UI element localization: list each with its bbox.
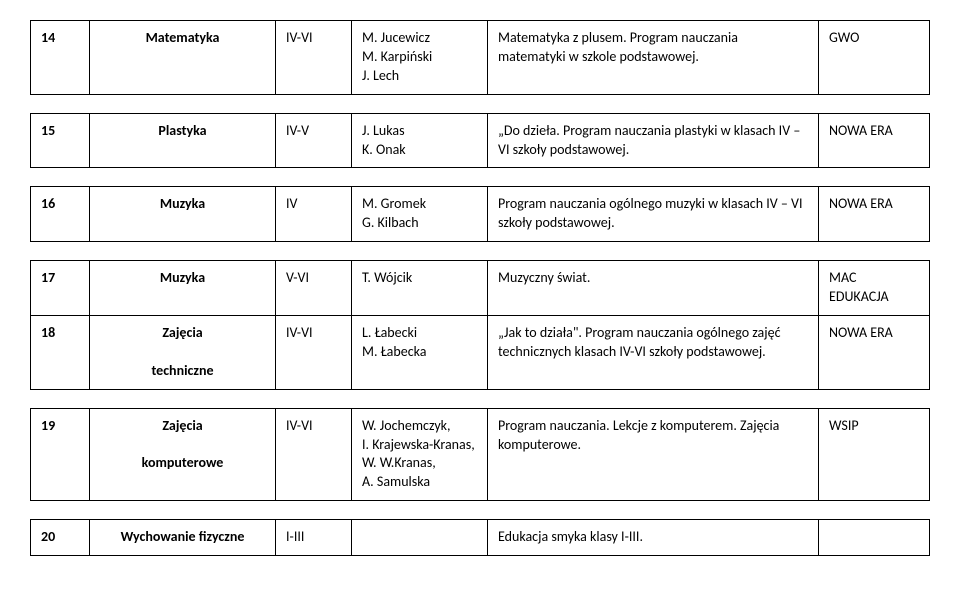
level-cell: IV-V [276, 113, 352, 168]
authors-cell: T. Wójcik [352, 261, 488, 316]
authors-cell: M. JucewiczM. KarpińskiJ. Lech [352, 21, 488, 95]
curriculum-table: 14MatematykaIV-VIM. JucewiczM. Karpiński… [30, 20, 930, 95]
publisher-cell [819, 520, 930, 556]
table-row: 17MuzykaV-VIT. WójcikMuzyczny świat.MAC … [31, 261, 930, 316]
table-row: 18ZajęciatechniczneIV-VIL. ŁabeckiM. Łab… [31, 316, 930, 390]
subject-cell: Zajęciatechniczne [90, 316, 276, 390]
description-cell: Muzyczny świat. [488, 261, 819, 316]
description-cell: „Do dzieła. Program nauczania plastyki w… [488, 113, 819, 168]
table-row: 19ZajęciakomputeroweIV-VIW. Jochemczyk,I… [31, 408, 930, 501]
authors-cell [352, 520, 488, 556]
table-row: 16MuzykaIVM. GromekG. KilbachProgram nau… [31, 187, 930, 242]
subject-cell: Plastyka [90, 113, 276, 168]
authors-cell: W. Jochemczyk,I. Krajewska-Kranas, W. W.… [352, 408, 488, 501]
authors-cell: M. GromekG. Kilbach [352, 187, 488, 242]
subject-cell: Matematyka [90, 21, 276, 95]
level-cell: IV-VI [276, 21, 352, 95]
curriculum-table: 19ZajęciakomputeroweIV-VIW. Jochemczyk,I… [30, 408, 930, 502]
publisher-cell: NOWA ERA [819, 316, 930, 390]
level-cell: IV [276, 187, 352, 242]
curriculum-table: 17MuzykaV-VIT. WójcikMuzyczny świat.MAC … [30, 260, 930, 389]
curriculum-table-container: 14MatematykaIV-VIM. JucewiczM. Karpiński… [30, 20, 930, 556]
authors-cell: J. LukasK. Onak [352, 113, 488, 168]
publisher-cell: NOWA ERA [819, 187, 930, 242]
publisher-cell: WSIP [819, 408, 930, 501]
description-cell: Program nauczania. Lekcje z komputerem. … [488, 408, 819, 501]
level-cell: IV-VI [276, 408, 352, 501]
publisher-cell: GWO [819, 21, 930, 95]
description-cell: Program nauczania ogólnego muzyki w klas… [488, 187, 819, 242]
publisher-cell: MAC EDUKACJA [819, 261, 930, 316]
description-cell: Matematyka z plusem. Program nauczania m… [488, 21, 819, 95]
publisher-cell: NOWA ERA [819, 113, 930, 168]
subject-cell: Zajęciakomputerowe [90, 408, 276, 501]
table-row: 14MatematykaIV-VIM. JucewiczM. Karpiński… [31, 21, 930, 95]
level-cell: IV-VI [276, 316, 352, 390]
row-number: 16 [31, 187, 90, 242]
curriculum-table: 15PlastykaIV-VJ. LukasK. Onak„Do dzieła.… [30, 113, 930, 169]
row-number: 19 [31, 408, 90, 501]
subject-cell: Muzyka [90, 187, 276, 242]
level-cell: I-III [276, 520, 352, 556]
level-cell: V-VI [276, 261, 352, 316]
row-number: 20 [31, 520, 90, 556]
authors-cell: L. ŁabeckiM. Łabecka [352, 316, 488, 390]
curriculum-table: 20Wychowanie fizyczneI-III Edukacja smyka… [30, 519, 930, 556]
curriculum-table: 16MuzykaIVM. GromekG. KilbachProgram nau… [30, 186, 930, 242]
table-row: 15PlastykaIV-VJ. LukasK. Onak„Do dzieła.… [31, 113, 930, 168]
subject-cell: Wychowanie fizyczne [90, 520, 276, 556]
row-number: 18 [31, 316, 90, 390]
subject-cell: Muzyka [90, 261, 276, 316]
row-number: 17 [31, 261, 90, 316]
row-number: 15 [31, 113, 90, 168]
description-cell: Edukacja smyka klasy I-III. [488, 520, 819, 556]
table-row: 20Wychowanie fizyczneI-III Edukacja smyka… [31, 520, 930, 556]
row-number: 14 [31, 21, 90, 95]
description-cell: „Jak to działa". Program nauczania ogóln… [488, 316, 819, 390]
